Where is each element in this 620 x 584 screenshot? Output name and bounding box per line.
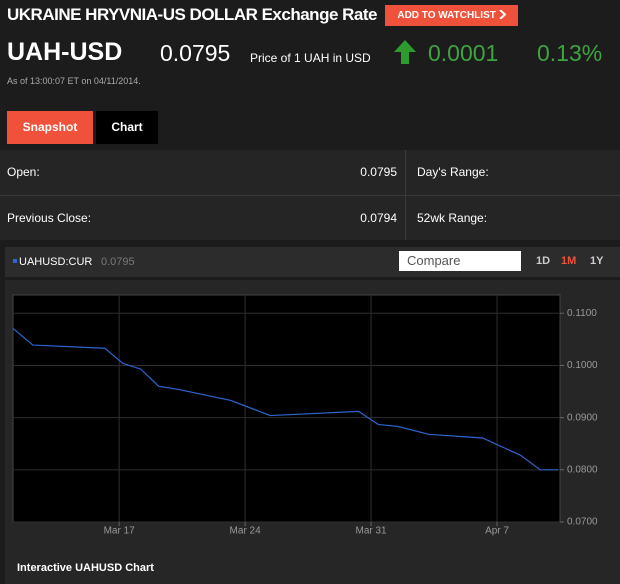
- x-tick-label: Mar 17: [104, 526, 136, 537]
- stats-table: Open: 0.0795 Day's Range: Previous Close…: [0, 150, 620, 240]
- stat-label: Day's Range:: [417, 165, 489, 179]
- column-divider: [405, 150, 406, 240]
- x-tick-label: Mar 24: [230, 526, 262, 537]
- row-divider: [0, 195, 620, 196]
- price: 0.0795: [160, 40, 231, 66]
- stat-label: Open:: [7, 165, 40, 179]
- last-price: 0.0795: [101, 256, 135, 268]
- x-tick-label: Mar 31: [356, 526, 388, 537]
- y-tick-label: 0.0900: [567, 412, 598, 423]
- watchlist-button[interactable]: ADD TO WATCHLIST: [385, 5, 518, 26]
- stat-value: 0.0794: [360, 211, 397, 225]
- stat-value: 0.0795: [360, 165, 397, 179]
- chart-header: UAHUSD:CUR 0.0795 Compare 1D 1M 1Y: [5, 247, 620, 277]
- plot-area: [12, 294, 561, 523]
- range-button-active[interactable]: 1M: [561, 255, 577, 267]
- change: 0.0001: [428, 40, 499, 66]
- x-tick-label: Apr 7: [485, 526, 509, 537]
- chevron-icon: [498, 9, 507, 20]
- button-label: ADD TO WATCHLIST: [397, 10, 496, 21]
- chart: 0.0700 0.0800 0.0900 0.1000 0.1100 Mar 17 Mar …: [5, 280, 620, 584]
- series-swatch: [13, 259, 17, 263]
- tab[interactable]: Chart: [96, 111, 158, 144]
- compare-input[interactable]: Compare: [399, 251, 521, 271]
- price-line: [12, 327, 559, 471]
- y-tick-label: 0.1000: [567, 360, 598, 371]
- stat-label: 52wk Range:: [417, 211, 488, 225]
- y-tick-label: 0.0800: [567, 464, 598, 475]
- y-tick-label: 0.0700: [567, 517, 598, 528]
- timestamp: As of 13:00:07 ET on 04/11/2014.: [7, 76, 141, 86]
- footer: Interactive UAHUSD Chart: [17, 562, 154, 574]
- stat-label: Previous Close:: [7, 211, 92, 225]
- y-tick-label: 0.1100: [567, 308, 597, 319]
- ticker: UAHUSD:CUR: [19, 256, 93, 268]
- symbol: UAH-USD: [7, 38, 123, 66]
- range-button[interactable]: 1D: [536, 255, 551, 267]
- range-button[interactable]: 1Y: [590, 255, 604, 267]
- tab-active[interactable]: Snapshot: [7, 111, 93, 144]
- up-arrow-icon: [394, 40, 416, 64]
- price-note: Price of 1 UAH in USD: [250, 51, 371, 65]
- page-title: UKRAINE HRYVNIA-US DOLLAR Exchange Rate: [7, 5, 377, 24]
- change-percent: 0.13%: [537, 40, 603, 66]
